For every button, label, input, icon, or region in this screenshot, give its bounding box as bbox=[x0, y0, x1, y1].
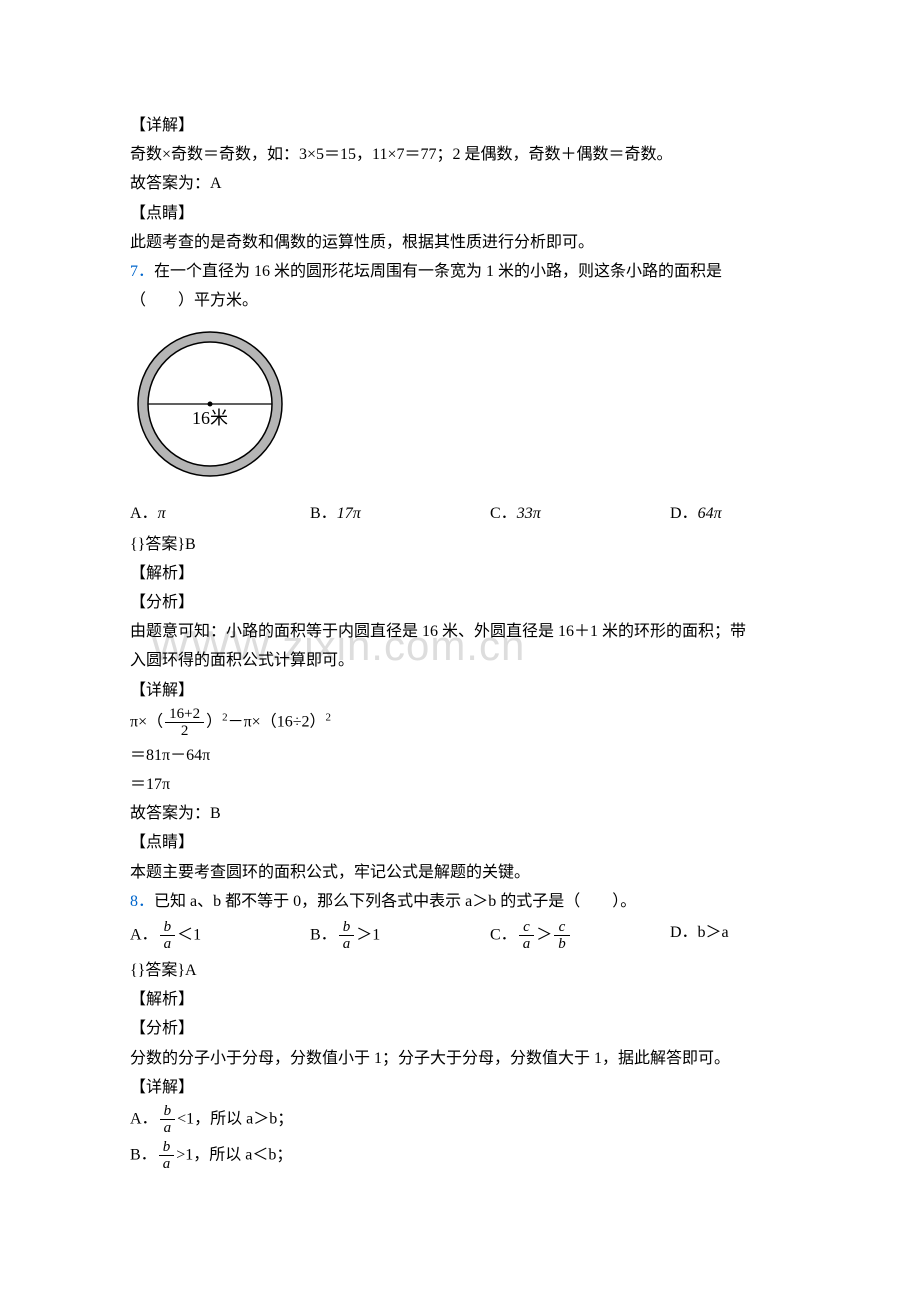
opt-value: 17π bbox=[337, 505, 361, 522]
q8-opt-c: C．ca＞cb bbox=[490, 919, 670, 953]
q7-fenxi-t1: 由题意可知：小路的面积等于内圆直径是 16 米、外圆直径是 16＋1 米的环形的… bbox=[130, 618, 790, 645]
q7-stem: 7．在一个直径为 16 米的圆形花坛周围有一条宽为 1 米的小路，则这条小路的面… bbox=[130, 258, 790, 285]
q7-calc-3: ＝17π bbox=[130, 771, 790, 798]
numerator: b bbox=[160, 1103, 176, 1121]
denominator: a bbox=[160, 936, 176, 953]
opt-label: D． bbox=[670, 505, 698, 522]
answer-line: 故答案为：A bbox=[130, 170, 790, 197]
q7-stem-text-2: （ ）平方米。 bbox=[130, 287, 790, 314]
numerator: c bbox=[554, 919, 570, 937]
denominator: b bbox=[554, 936, 570, 953]
q8-opt-d: D．b＞a bbox=[670, 919, 790, 953]
q7-fenxi-t2: 入圆环得的面积公式计算即可。 bbox=[130, 647, 790, 674]
fraction: ba bbox=[159, 1139, 175, 1173]
opt-value: π bbox=[158, 505, 166, 522]
q8-opt-b: B．ba＞1 bbox=[310, 919, 490, 953]
numerator: c bbox=[519, 919, 535, 937]
q8-answer: {}答案}A bbox=[130, 957, 790, 984]
fraction: ba bbox=[160, 1103, 176, 1137]
opt-tail: ＜1 bbox=[177, 927, 201, 944]
opt-value: 33π bbox=[517, 505, 541, 522]
denominator: a bbox=[339, 936, 355, 953]
calc-mid: ） bbox=[206, 713, 222, 730]
line-label: A． bbox=[130, 1111, 158, 1128]
opt-tail: ＞1 bbox=[356, 927, 380, 944]
opt-label: C． bbox=[490, 927, 517, 944]
q7-dianjing-h: 【点睛】 bbox=[130, 829, 790, 856]
denominator: a bbox=[159, 1156, 175, 1173]
detail-text: 奇数×奇数＝奇数，如：3×5＝15，11×7＝77；2 是偶数，奇数＋偶数＝奇数… bbox=[130, 141, 790, 168]
calc-prefix: π×（ bbox=[130, 713, 163, 730]
q7-answer: {}答案}B bbox=[130, 531, 790, 558]
q7-calc-1: π×（16+22）2－π×（16÷2）2 bbox=[130, 706, 790, 740]
denominator: a bbox=[519, 936, 535, 953]
line-tail: <1，所以 a＞b； bbox=[177, 1111, 293, 1128]
line-tail: >1，所以 a＜b； bbox=[176, 1147, 292, 1164]
numerator: b bbox=[339, 919, 355, 937]
q7-fenxi-h: 【分析】 bbox=[130, 589, 790, 616]
q7-detail-h: 【详解】 bbox=[130, 677, 790, 704]
superscript-2: 2 bbox=[325, 711, 331, 723]
q7-calc-2: ＝81π－64π bbox=[130, 742, 790, 769]
calc-mid-2: －π×（16÷2） bbox=[228, 713, 326, 730]
numerator: b bbox=[160, 919, 176, 937]
fraction: ba bbox=[339, 919, 355, 953]
diagram-label: 16米 bbox=[192, 408, 228, 428]
q7-dianjing-t: 本题主要考查圆环的面积公式，牢记公式是解题的关键。 bbox=[130, 859, 790, 886]
q8-fenxi-h: 【分析】 bbox=[130, 1015, 790, 1042]
fraction: ca bbox=[519, 919, 535, 953]
q7-opt-c: C．33π bbox=[490, 500, 670, 527]
opt-label: B． bbox=[310, 505, 337, 522]
q7-options: A．π B．17π C．33π D．64π bbox=[130, 500, 790, 527]
denominator: 2 bbox=[165, 723, 204, 740]
q8-jiexi: 【解析】 bbox=[130, 986, 790, 1013]
fraction: 16+22 bbox=[165, 706, 204, 740]
line-label: B． bbox=[130, 1147, 157, 1164]
detail-heading: 【详解】 bbox=[130, 112, 790, 139]
opt-value: 64π bbox=[698, 505, 722, 522]
denominator: a bbox=[160, 1120, 176, 1137]
q7-opt-b: B．17π bbox=[310, 500, 490, 527]
dianjing-heading: 【点睛】 bbox=[130, 200, 790, 227]
opt-mid: ＞ bbox=[536, 927, 552, 944]
opt-label: B． bbox=[310, 927, 337, 944]
q8-line-a: A．ba<1，所以 a＞b； bbox=[130, 1103, 790, 1137]
q7-jiexi: 【解析】 bbox=[130, 560, 790, 587]
q8-detail-h: 【详解】 bbox=[130, 1074, 790, 1101]
q8-number: 8． bbox=[130, 893, 154, 910]
q8-stem-text: 已知 a、b 都不等于 0，那么下列各式中表示 a＞b 的式子是（ ）。 bbox=[154, 893, 636, 910]
ring-diagram: 16米 bbox=[130, 324, 790, 493]
q7-opt-a: A．π bbox=[130, 500, 310, 527]
q7-stem-text-1: 在一个直径为 16 米的圆形花坛周围有一条宽为 1 米的小路，则这条小路的面积是 bbox=[154, 263, 722, 280]
q8-line-b: B．ba>1，所以 a＜b； bbox=[130, 1139, 790, 1173]
opt-label: C． bbox=[490, 505, 517, 522]
fraction: cb bbox=[554, 919, 570, 953]
q8-fenxi-t: 分数的分子小于分母，分数值小于 1；分子大于分母，分数值大于 1，据此解答即可。 bbox=[130, 1045, 790, 1072]
dianjing-text: 此题考查的是奇数和偶数的运算性质，根据其性质进行分析即可。 bbox=[130, 229, 790, 256]
numerator: 16+2 bbox=[165, 706, 204, 724]
q7-opt-d: D．64π bbox=[670, 500, 790, 527]
q8-opt-a: A．ba＜1 bbox=[130, 919, 310, 953]
q7-answer-2: 故答案为：B bbox=[130, 800, 790, 827]
opt-label: A． bbox=[130, 505, 158, 522]
q8-options: A．ba＜1 B．ba＞1 C．ca＞cb D．b＞a bbox=[130, 919, 790, 953]
opt-label: A． bbox=[130, 927, 158, 944]
q7-number: 7． bbox=[130, 263, 154, 280]
numerator: b bbox=[159, 1139, 175, 1157]
fraction: ba bbox=[160, 919, 176, 953]
q8-stem: 8．已知 a、b 都不等于 0，那么下列各式中表示 a＞b 的式子是（ ）。 bbox=[130, 888, 790, 915]
